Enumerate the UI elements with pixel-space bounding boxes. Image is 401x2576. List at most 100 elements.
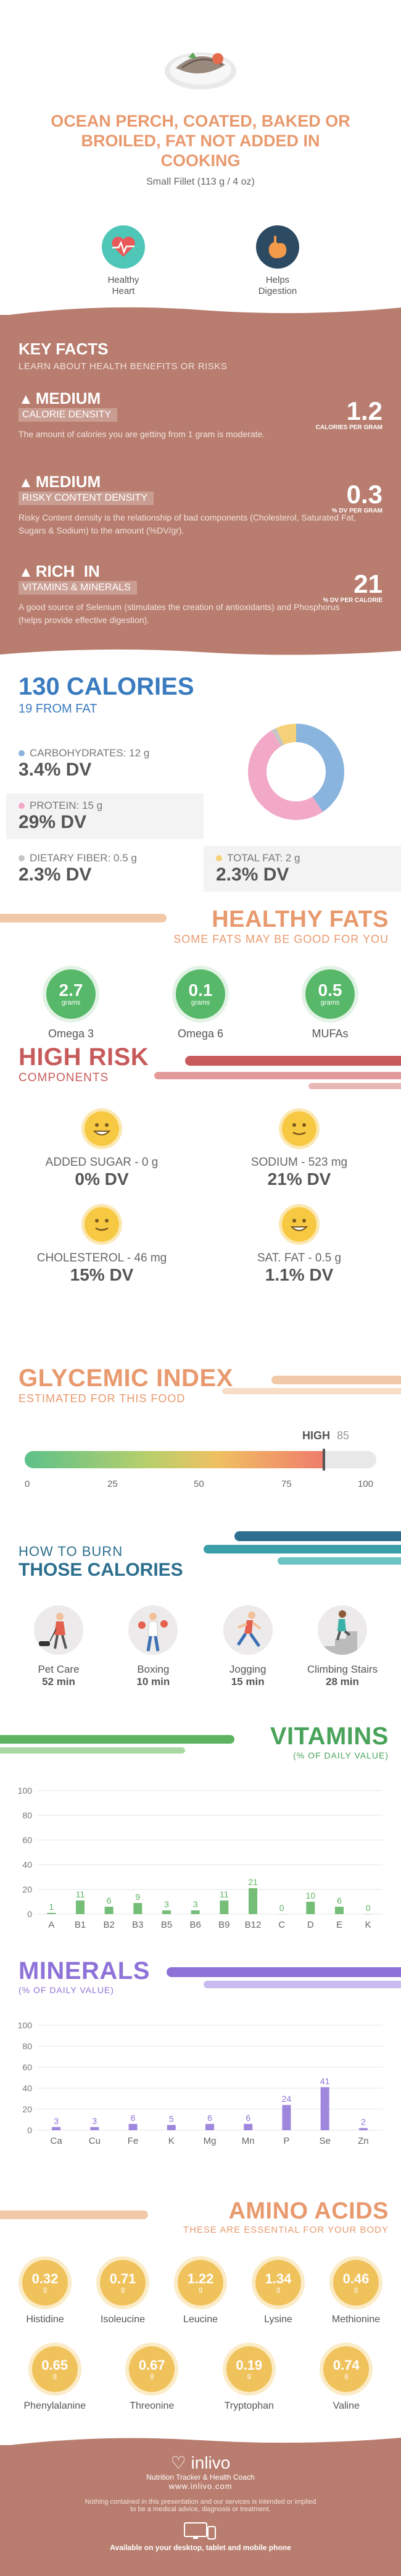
amino-unit: g xyxy=(52,2372,57,2380)
fat-label: Omega 6 xyxy=(177,1027,224,1040)
badge-label-2b: Digestion xyxy=(258,286,297,296)
divider-bar xyxy=(204,1981,401,1988)
bar-value-label: 11 xyxy=(220,1889,229,1899)
key-fact-unit: CALORIES PER GRAM xyxy=(315,424,382,431)
divider-bar xyxy=(222,1388,401,1394)
risk-label: ADDED SUGAR - 0 g xyxy=(45,1156,159,1169)
glycemic-marker xyxy=(322,1449,325,1471)
bar xyxy=(363,1914,373,1915)
key-fact-desc: The amount of calories you are getting f… xyxy=(19,429,265,439)
risk-dv: 15% DV xyxy=(70,1265,134,1284)
risk-label: SODIUM - 523 mg xyxy=(250,1156,348,1169)
burn-section: HOW TO BURN THOSE CALORIES Pet Care 52 m… xyxy=(0,1531,401,1735)
bar xyxy=(358,2128,368,2130)
protein-label: PROTEIN: 15 g xyxy=(30,800,103,811)
amino-unit: g xyxy=(120,2286,125,2293)
footer-disclaimer-1: Nothing contained in this presentation a… xyxy=(85,2498,316,2506)
warning-icon: ▲ xyxy=(19,391,33,408)
x-tick-label: B2 xyxy=(103,1920,114,1930)
stomach-icon xyxy=(256,225,299,269)
burn-item-jogging: Jogging 15 min xyxy=(202,1605,294,1688)
bar xyxy=(249,1888,257,1914)
glycemic-value: 85 xyxy=(337,1429,350,1442)
bar xyxy=(76,1901,85,1914)
y-tick-label: 0 xyxy=(27,1909,32,1919)
footer-url[interactable]: www.inlivo.com xyxy=(168,2482,233,2491)
amino-unit: g xyxy=(198,2286,203,2293)
risk-item-sodium: SODIUM - 523 mg 21% DV xyxy=(222,1111,376,1189)
divider-bar xyxy=(204,1545,401,1554)
x-tick-label: Se xyxy=(319,2136,330,2146)
bar xyxy=(282,2105,291,2130)
amino-value: 0.71 xyxy=(109,2271,136,2286)
calories-title: 130 CALORIES xyxy=(19,673,194,700)
amino-label: Tryptophan xyxy=(224,2401,274,2411)
risk-label: CHOLESTEROL - 46 mg xyxy=(36,1252,167,1265)
carbs-dot xyxy=(19,750,25,756)
fat-unit: grams xyxy=(320,999,340,1006)
x-tick-label: C xyxy=(278,1920,285,1930)
divider-bar xyxy=(0,1735,234,1744)
bar xyxy=(205,2123,214,2130)
bar xyxy=(52,2126,61,2130)
fat-label: Omega 3 xyxy=(48,1027,94,1040)
amino-unit: g xyxy=(353,2286,358,2293)
badge-helps-digestion: Helps Digestion xyxy=(241,225,315,297)
amino-label: Histidine xyxy=(26,2314,64,2325)
carbs-dv: 3.4% DV xyxy=(19,759,92,780)
boxing-icon xyxy=(128,1605,178,1655)
macro-fiber: DIETARY FIBER: 0.5 g 2.3% DV xyxy=(6,846,149,892)
burn-label: Pet Care xyxy=(38,1663,80,1675)
gi-tick: 100 xyxy=(358,1479,374,1489)
bar-value-label: 6 xyxy=(107,1896,112,1905)
divider-bar xyxy=(271,1376,401,1384)
macro-protein: PROTEIN: 15 g 29% DV xyxy=(6,793,204,839)
footer-brand-name: inlivo xyxy=(191,2453,231,2472)
key-fact-unit: % DV PER CALORIE xyxy=(323,597,382,604)
fat-dot xyxy=(216,855,222,861)
amino-unit: g xyxy=(276,2286,281,2293)
bar-value-label: 3 xyxy=(193,1899,198,1909)
fat-value: 0.1 xyxy=(188,981,213,1000)
bar-value-label: 6 xyxy=(207,2113,212,2123)
glycemic-level: HIGH xyxy=(302,1429,330,1442)
serving-size: Small Fillet (113 g / 4 oz) xyxy=(146,177,255,187)
burn-item-boxing: Boxing 10 min xyxy=(107,1605,199,1688)
bar-value-label: 21 xyxy=(248,1877,258,1887)
burn-title-2: THOSE CALORIES xyxy=(19,1560,183,1580)
amino-item: 1.34 g Lysine xyxy=(241,2260,315,2325)
minerals-section: MINERALS (% OF DAILY VALUE) 0 20 40 60 80 100… xyxy=(0,1957,401,2161)
x-tick-label: E xyxy=(336,1920,342,1930)
risk-item-cholesterol: CHOLESTEROL - 46 mg 15% DV xyxy=(25,1207,179,1285)
divider-bar xyxy=(167,1967,401,1977)
jogging-icon xyxy=(223,1605,273,1655)
amino-title: AMINO ACIDS xyxy=(228,2198,389,2224)
fiber-label: DIETARY FIBER: 0.5 g xyxy=(30,852,137,864)
bar-value-label: 5 xyxy=(169,2114,174,2124)
minerals-title: MINERALS xyxy=(19,1957,150,1984)
key-facts-title: KEY FACTS xyxy=(19,340,109,358)
key-fact-name: CALORIE DENSITY xyxy=(19,408,118,422)
badge-healthy-heart: Healthy Heart xyxy=(86,225,160,297)
divider-bar xyxy=(0,914,167,922)
amino-item: 0.67 g Threonine xyxy=(115,2346,189,2412)
amino-label: Phenylalanine xyxy=(23,2401,86,2411)
bar-value-label: 3 xyxy=(54,2116,59,2126)
key-fact-number: 0.3 xyxy=(346,480,382,509)
calories-from-fat: 19 FROM FAT xyxy=(19,702,97,716)
fat-label: TOTAL FAT: 2 g xyxy=(227,852,300,864)
bar xyxy=(320,2087,329,2130)
x-tick-label: B9 xyxy=(218,1920,229,1930)
amino-item: 0.19 g Tryptophan xyxy=(212,2346,286,2412)
bar xyxy=(133,1903,143,1914)
bar xyxy=(277,1914,286,1915)
y-tick-label: 20 xyxy=(22,2104,32,2114)
divider-bar xyxy=(308,1083,401,1089)
burn-label: Boxing xyxy=(137,1663,170,1675)
bar-value-label: 10 xyxy=(306,1891,316,1901)
vitamins-bar-chart: 0204060801001A11B16B29B33B53B611B921B120… xyxy=(18,1786,382,1930)
footer-available: Available on your desktop, tablet and mo… xyxy=(110,2543,291,2552)
fat-item-omega3: 2.7 grams Omega 3 xyxy=(25,969,117,1040)
gi-tick: 75 xyxy=(281,1479,292,1489)
